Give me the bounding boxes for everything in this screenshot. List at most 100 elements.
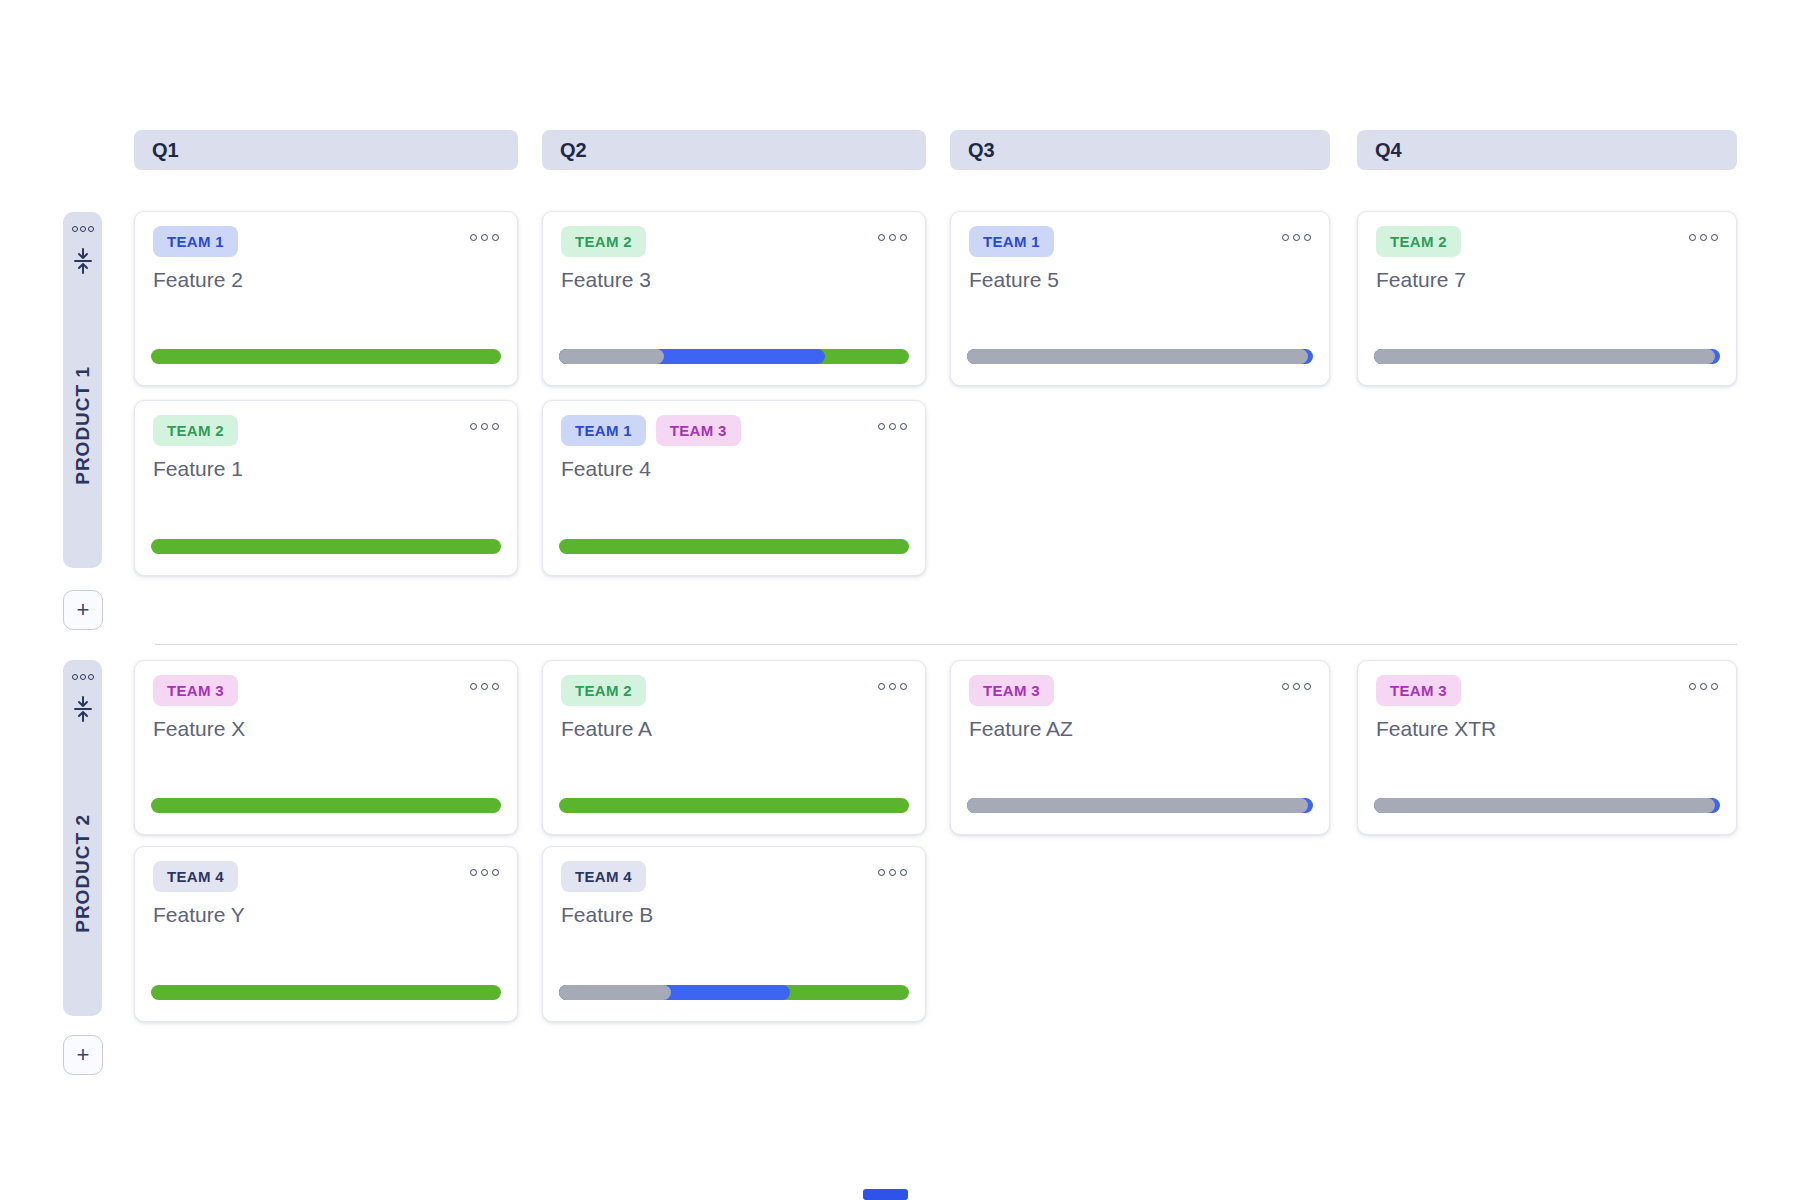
card-menu-ellipsis-icon[interactable] <box>470 683 499 690</box>
dot-icon <box>889 234 896 241</box>
feature-card-feature-2[interactable]: TEAM 1 Feature 2 <box>134 211 518 386</box>
dot-icon <box>470 683 477 690</box>
dot-icon <box>1304 234 1311 241</box>
card-menu-ellipsis-icon[interactable] <box>470 869 499 876</box>
card-title: Feature 4 <box>561 457 907 481</box>
feature-card-feature-az[interactable]: TEAM 3 Feature AZ <box>950 660 1330 835</box>
product-label: PRODUCT 1 <box>72 360 94 485</box>
lane-divider <box>155 644 1737 645</box>
dot-icon <box>878 683 885 690</box>
product-2-lane-rail: PRODUCT 2 <box>63 660 102 1016</box>
badge-row: TEAM 1 <box>969 226 1054 257</box>
badge-row: TEAM 3 <box>1376 675 1461 706</box>
card-title: Feature X <box>153 717 499 741</box>
badge-row: TEAM 4 <box>561 861 646 892</box>
team-badge: TEAM 3 <box>656 415 741 446</box>
dot-icon <box>1700 234 1707 241</box>
progress-segment-done <box>151 985 501 1000</box>
progress-segment-todo <box>559 349 664 364</box>
card-title: Feature 7 <box>1376 268 1718 292</box>
card-title: Feature 5 <box>969 268 1311 292</box>
dot-icon <box>878 869 885 876</box>
product-1-lane-rail: PRODUCT 1 <box>63 212 102 568</box>
dot-icon <box>492 234 499 241</box>
dot-icon <box>80 226 86 232</box>
collapse-vertical-icon[interactable] <box>71 246 95 276</box>
progress-bar <box>559 985 909 1000</box>
lane-menu-ellipsis-icon[interactable] <box>72 674 94 680</box>
card-menu-ellipsis-icon[interactable] <box>1689 234 1718 241</box>
progress-segment-done <box>151 798 501 813</box>
progress-bar <box>967 798 1313 813</box>
card-menu-ellipsis-icon[interactable] <box>878 423 907 430</box>
horizontal-scrollbar-thumb[interactable] <box>863 1189 908 1200</box>
team-badge: TEAM 3 <box>969 675 1054 706</box>
dot-icon <box>878 423 885 430</box>
card-title: Feature 3 <box>561 268 907 292</box>
card-menu-ellipsis-icon[interactable] <box>1282 683 1311 690</box>
feature-card-feature-x[interactable]: TEAM 3 Feature X <box>134 660 518 835</box>
progress-bar <box>559 349 909 364</box>
card-menu-ellipsis-icon[interactable] <box>1282 234 1311 241</box>
progress-bar <box>151 798 501 813</box>
progress-segment-todo <box>967 798 1308 813</box>
card-menu-ellipsis-icon[interactable] <box>1689 683 1718 690</box>
card-menu-ellipsis-icon[interactable] <box>470 423 499 430</box>
dot-icon <box>492 683 499 690</box>
dot-icon <box>492 869 499 876</box>
progress-bar <box>1374 349 1720 364</box>
card-title: Feature 1 <box>153 457 499 481</box>
feature-card-feature-b[interactable]: TEAM 4 Feature B <box>542 846 926 1022</box>
feature-card-feature-7[interactable]: TEAM 2 Feature 7 <box>1357 211 1737 386</box>
dot-icon <box>1293 683 1300 690</box>
dot-icon <box>1711 683 1718 690</box>
dot-icon <box>900 234 907 241</box>
feature-card-feature-5[interactable]: TEAM 1 Feature 5 <box>950 211 1330 386</box>
dot-icon <box>889 683 896 690</box>
card-title: Feature B <box>561 903 907 927</box>
feature-card-feature-4[interactable]: TEAM 1 TEAM 3 Feature 4 <box>542 400 926 576</box>
card-title: Feature 2 <box>153 268 499 292</box>
team-badge: TEAM 3 <box>153 675 238 706</box>
card-menu-ellipsis-icon[interactable] <box>878 869 907 876</box>
badge-row: TEAM 2 <box>1376 226 1461 257</box>
progress-segment-todo <box>967 349 1308 364</box>
dot-icon <box>492 423 499 430</box>
card-menu-ellipsis-icon[interactable] <box>878 683 907 690</box>
progress-segment-todo <box>559 985 671 1000</box>
card-menu-ellipsis-icon[interactable] <box>878 234 907 241</box>
team-badge: TEAM 3 <box>1376 675 1461 706</box>
add-item-button-product-2[interactable]: + <box>63 1035 103 1075</box>
progress-segment-todo <box>1374 349 1715 364</box>
dot-icon <box>72 674 78 680</box>
progress-bar <box>151 985 501 1000</box>
card-menu-ellipsis-icon[interactable] <box>470 234 499 241</box>
badge-row: TEAM 3 <box>969 675 1054 706</box>
dot-icon <box>481 234 488 241</box>
badge-row: TEAM 2 <box>153 415 238 446</box>
dot-icon <box>470 869 477 876</box>
lane-menu-ellipsis-icon[interactable] <box>72 226 94 232</box>
feature-card-feature-y[interactable]: TEAM 4 Feature Y <box>134 846 518 1022</box>
dot-icon <box>1282 683 1289 690</box>
add-item-button-product-1[interactable]: + <box>63 590 103 630</box>
dot-icon <box>900 423 907 430</box>
progress-bar <box>151 539 501 554</box>
collapse-vertical-icon[interactable] <box>71 694 95 724</box>
progress-bar <box>559 539 909 554</box>
dot-icon <box>470 234 477 241</box>
card-title: Feature Y <box>153 903 499 927</box>
badge-row: TEAM 1 <box>153 226 238 257</box>
progress-segment-done <box>559 539 909 554</box>
dot-icon <box>1689 683 1696 690</box>
feature-card-feature-xtr[interactable]: TEAM 3 Feature XTR <box>1357 660 1737 835</box>
dot-icon <box>1304 683 1311 690</box>
progress-segment-done <box>151 539 501 554</box>
dot-icon <box>900 683 907 690</box>
feature-card-feature-1[interactable]: TEAM 2 Feature 1 <box>134 400 518 576</box>
feature-card-feature-3[interactable]: TEAM 2 Feature 3 <box>542 211 926 386</box>
feature-card-feature-a[interactable]: TEAM 2 Feature A <box>542 660 926 835</box>
badge-row: TEAM 3 <box>153 675 238 706</box>
team-badge: TEAM 2 <box>1376 226 1461 257</box>
progress-bar <box>151 349 501 364</box>
